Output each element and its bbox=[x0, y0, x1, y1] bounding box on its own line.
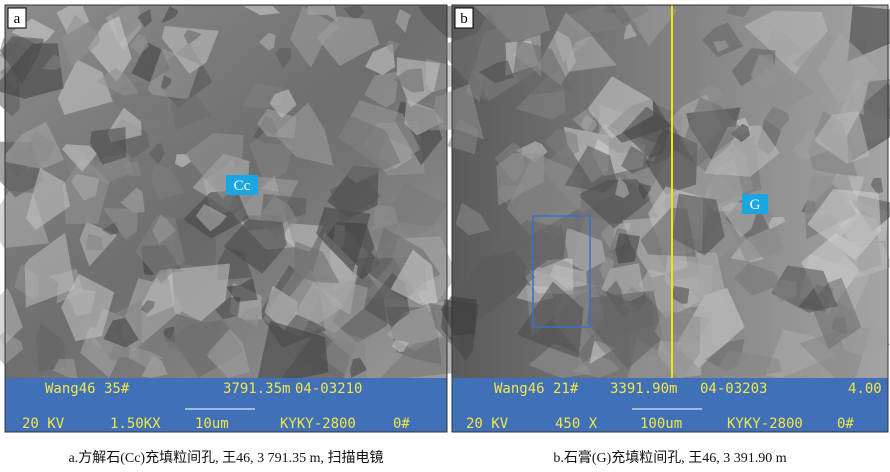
info-bottom: 1.50KX bbox=[110, 416, 161, 432]
marker-label: Cc bbox=[234, 178, 251, 194]
info-top: 4.00 bbox=[848, 381, 882, 397]
info-bottom: KYKY-2800 bbox=[727, 416, 803, 432]
panel: a Cc Wang46 35# 3791.35m 04-03210 20 KV 1.50KX… bbox=[0, 5, 461, 466]
info-top: Wang46 35# bbox=[45, 381, 130, 397]
info-top: 04-03203 bbox=[700, 381, 767, 397]
info-bottom: 450 X bbox=[555, 416, 598, 432]
info-bottom: 100um bbox=[640, 416, 682, 432]
caption: a.方解石(Cc)充填粒间孔, 王46, 3 791.35 m, 扫描电镜 bbox=[69, 450, 384, 466]
info-bottom: KYKY-2800 bbox=[280, 416, 356, 432]
info-bottom: 0# bbox=[393, 416, 410, 432]
info-top: 3391.90m bbox=[610, 381, 677, 397]
panel-label: b bbox=[460, 11, 468, 27]
info-bottom: 20 KV bbox=[22, 416, 65, 432]
figure: a Cc Wang46 35# 3791.35m 04-03210 20 KV 1.50KX… bbox=[0, 0, 890, 472]
marker-label: G bbox=[750, 197, 761, 213]
panel: b G Wang46 21# 3391.90m 04-03203 4.00 20 KV 450… bbox=[429, 5, 890, 466]
info-top: 3791.35m bbox=[223, 381, 290, 397]
info-bottom: 10um bbox=[195, 416, 229, 432]
caption: b.石膏(G)充填粒间孔, 王46, 3 391.90 m bbox=[553, 449, 786, 466]
info-top: Wang46 21# bbox=[494, 381, 579, 397]
info-bottom: 0# bbox=[837, 416, 854, 432]
info-bottom: 20 KV bbox=[466, 416, 509, 432]
panel-label: a bbox=[14, 11, 21, 27]
info-top: 04-03210 bbox=[295, 381, 362, 397]
